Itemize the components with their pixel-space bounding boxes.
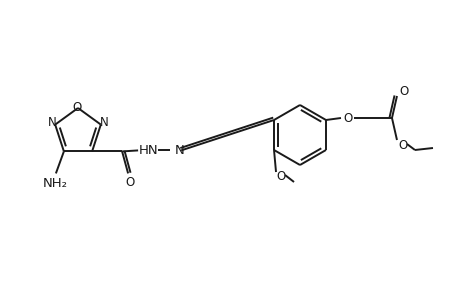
Text: HN: HN	[138, 144, 157, 157]
Text: O: O	[125, 176, 134, 189]
Text: O: O	[72, 100, 81, 113]
Text: O: O	[398, 85, 408, 98]
Text: O: O	[342, 112, 352, 124]
Text: O: O	[276, 169, 285, 182]
Text: N: N	[99, 116, 108, 129]
Text: O: O	[397, 139, 407, 152]
Text: NH₂: NH₂	[42, 177, 67, 190]
Text: N: N	[48, 116, 56, 129]
Text: N: N	[175, 144, 185, 157]
